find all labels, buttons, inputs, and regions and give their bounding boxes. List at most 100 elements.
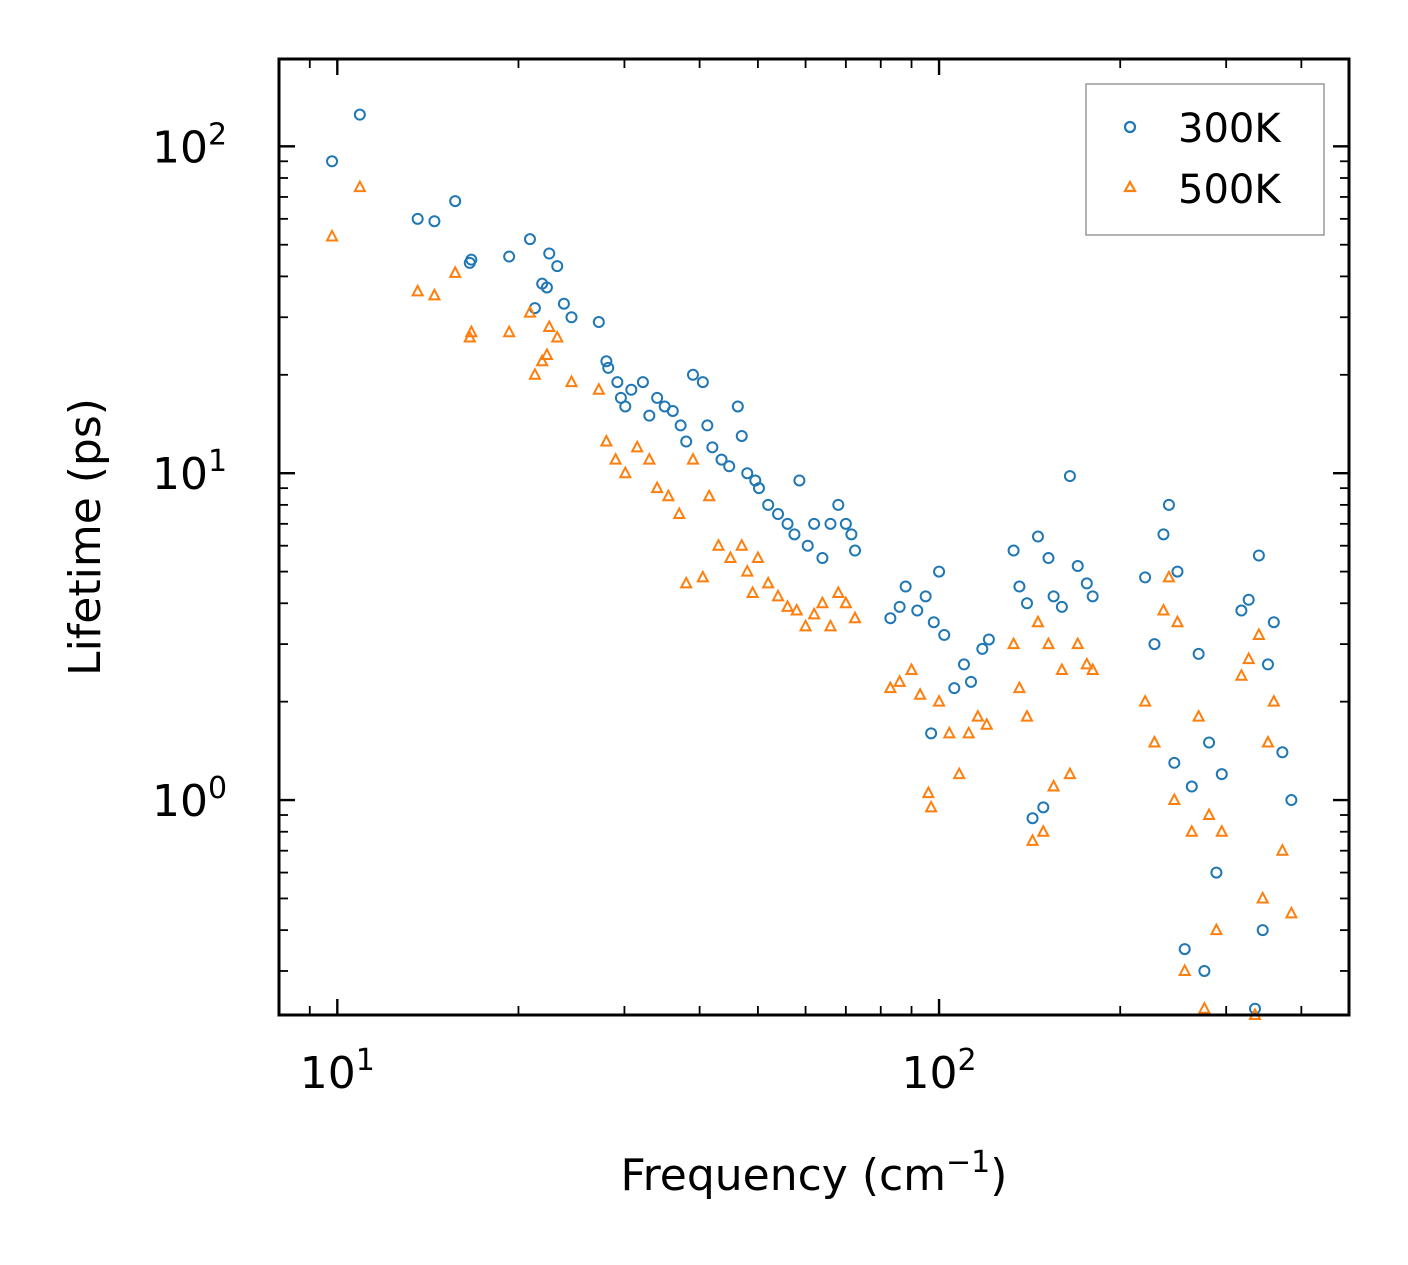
data-point-300k — [1261, 658, 1274, 671]
data-point-500k — [542, 319, 556, 333]
data-point-300k — [1185, 780, 1198, 793]
data-point-500k — [642, 452, 656, 465]
data-point-300k — [1026, 812, 1039, 825]
data-point-500k — [1202, 807, 1216, 821]
data-point-500k — [790, 602, 804, 616]
y-axis-label: Lifetime (ps) — [60, 398, 111, 676]
data-point-500k — [942, 725, 956, 739]
data-point-300k — [636, 376, 649, 389]
data-point-500k — [464, 324, 478, 338]
data-point-500k — [1252, 627, 1266, 640]
data-point-300k — [793, 474, 806, 487]
data-point-500k — [1261, 734, 1275, 748]
y-tick-label: 100 — [152, 771, 227, 827]
data-point-300k — [1235, 604, 1248, 617]
data-point-300k — [762, 498, 775, 511]
data-point-300k — [1086, 590, 1099, 603]
data-point-500k — [618, 465, 632, 479]
data-point-300k — [772, 508, 785, 521]
data-point-500k — [831, 585, 845, 599]
data-point-500k — [1242, 651, 1256, 665]
data-point-300k — [965, 675, 978, 688]
data-point-300k — [706, 441, 719, 454]
data-point-500k — [1063, 766, 1077, 780]
data-point-500k — [1031, 614, 1045, 628]
data-point-500k — [1147, 734, 1162, 748]
data-point-300k — [1215, 768, 1228, 781]
data-point-300k — [503, 250, 516, 263]
data-point-300k — [1162, 498, 1175, 511]
data-point-500k — [1046, 778, 1061, 792]
data-point-500k — [353, 179, 367, 193]
data-point-300k — [611, 376, 624, 389]
data-point-300k — [1071, 560, 1084, 573]
data-point-300k — [884, 612, 897, 625]
data-point-300k — [735, 429, 748, 442]
data-point-300k — [808, 517, 821, 530]
data-point-500k — [540, 347, 554, 360]
data-point-500k — [661, 488, 676, 502]
data-point-500k — [411, 283, 425, 297]
data-point-500k — [924, 799, 938, 813]
data-point-500k — [650, 480, 664, 494]
x-axis-label: Frequency (cm−1) — [621, 1145, 1008, 1201]
data-point-300k — [982, 633, 995, 646]
data-point-500k — [823, 618, 838, 632]
data-point-300k — [619, 400, 632, 413]
data-point-300k — [715, 453, 728, 466]
data-point-300k — [674, 419, 687, 432]
data-point-300k — [839, 517, 852, 530]
data-point-300k — [801, 539, 814, 552]
data-point-500k — [702, 488, 716, 502]
data-point-500k — [1284, 905, 1299, 919]
data-point-500k — [1234, 668, 1249, 681]
data-point-300k — [1203, 736, 1216, 749]
y-tick-label: 101 — [152, 444, 227, 500]
legend-marker-500k — [1123, 179, 1137, 193]
data-point-500k — [932, 694, 946, 707]
data-point-300k — [625, 383, 638, 396]
data-point-300k — [957, 658, 970, 671]
data-point-300k — [1139, 571, 1152, 584]
data-point-300k — [1157, 528, 1170, 541]
data-point-500k — [1275, 843, 1290, 856]
tick-labels: 101 102 100 101 102 — [152, 117, 977, 1099]
data-point-500k — [735, 538, 749, 551]
data-point-500k — [892, 674, 907, 687]
data-point-500k — [848, 610, 862, 624]
data-point-500k — [1256, 890, 1270, 904]
data-point-500k — [630, 439, 644, 453]
data-point-500k — [745, 585, 760, 599]
data-point-300k — [565, 311, 578, 324]
data-point-500k — [1055, 662, 1069, 675]
data-point-300k — [723, 460, 736, 473]
data-point-300k — [551, 260, 564, 273]
data-point-300k — [701, 419, 714, 432]
data-point-300k — [600, 355, 613, 368]
data-point-300k — [1007, 544, 1020, 557]
data-point-500k — [1267, 694, 1281, 707]
data-point-300k — [465, 253, 478, 266]
data-point-300k — [1047, 590, 1060, 603]
data-point-300k — [1063, 470, 1076, 483]
data-point-500k — [1080, 656, 1094, 670]
legend: 300K 500K — [1085, 83, 1325, 236]
data-point-500k — [980, 717, 994, 730]
data-point-500k — [952, 766, 966, 780]
data-point-500k — [686, 452, 700, 465]
data-point-300k — [666, 404, 679, 417]
data-point-500k — [679, 575, 693, 589]
data-point-300k — [602, 361, 615, 374]
data-point-300k — [1198, 964, 1211, 977]
data-point-300k — [326, 155, 339, 168]
data-point-300k — [1055, 600, 1068, 613]
data-point-300k — [540, 281, 553, 294]
x-tick-label: 101 — [300, 1043, 375, 1099]
data-point-300k — [696, 376, 709, 389]
data-point-300k — [893, 600, 906, 613]
data-point-500k — [921, 785, 936, 799]
data-point-500k — [672, 506, 686, 520]
data-point-300k — [592, 316, 605, 329]
data-point-300k — [1267, 616, 1280, 629]
data-point-500k — [798, 618, 813, 632]
